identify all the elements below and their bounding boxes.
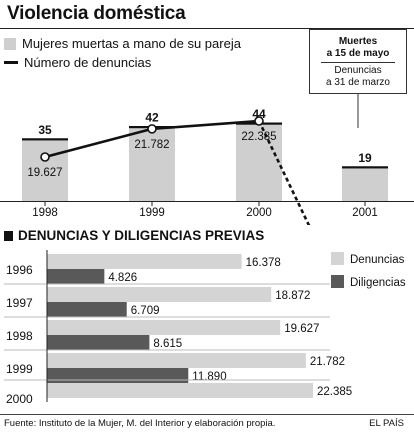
chart-deaths-complaints: 35199842199944200019200119.62721.78222.3… <box>0 94 414 225</box>
bar-value-label-1998: 35 <box>38 123 52 137</box>
source-note: Fuente: Instituto de la Mujer, M. del In… <box>4 418 276 429</box>
denuncias-value-label-2000: 22.385 <box>317 386 352 398</box>
section2-square-icon <box>4 230 13 241</box>
y-label-2000: 2000 <box>6 392 33 406</box>
diligencias-value-label-1999: 11.890 <box>192 371 226 383</box>
complaints-point-1998 <box>40 152 50 162</box>
legend-bars-entry: Mujeres muertas a mano de su pareja <box>4 36 241 51</box>
bar-deaths-2001 <box>342 167 388 201</box>
note-deaths-date: a 15 de mayo <box>326 48 390 59</box>
bar-denuncias-1999 <box>47 353 306 368</box>
bar-diligencias-1999 <box>47 368 189 383</box>
complaints-value-label-1999: 21.782 <box>134 139 169 151</box>
legend-line-entry: Número de denuncias <box>4 55 151 70</box>
y-label-1999: 1999 <box>6 362 33 376</box>
title-divider <box>0 28 414 29</box>
legend-denuncias-swatch <box>331 252 344 265</box>
x-tick-label-2000: 2000 <box>246 207 272 219</box>
bar-diligencias-1996 <box>47 269 105 284</box>
bar-deaths-1999 <box>129 127 175 201</box>
y-label-1998: 1998 <box>6 329 33 343</box>
bar-value-label-2001: 19 <box>358 151 372 165</box>
section2-title: DENUNCIAS Y DILIGENCIAS PREVIAS <box>4 228 264 243</box>
bar-cap-2001 <box>342 166 388 169</box>
footer-divider <box>0 414 414 415</box>
bar-deaths-2000 <box>236 124 282 201</box>
denuncias-value-label-1999: 21.782 <box>310 356 345 368</box>
denuncias-value-label-1997: 18.872 <box>275 290 310 302</box>
bar-denuncias-2000 <box>47 383 313 398</box>
complaints-line-segment-1 <box>151 119 260 131</box>
note-complaints-date: a 31 de marzo <box>326 77 390 88</box>
complaints-value-label-2000: 22.385 <box>241 131 276 143</box>
note-deaths-label: Muertes <box>338 36 378 47</box>
section2-title-text: DENUNCIAS Y DILIGENCIAS PREVIAS <box>18 228 265 243</box>
bar-denuncias-1996 <box>47 254 242 269</box>
bar-deaths-1998 <box>22 139 68 201</box>
chart-title: Violencia doméstica <box>7 3 186 24</box>
complaints-line-segment-0 <box>44 127 153 159</box>
legend-denuncias-label: Denuncias <box>350 254 405 266</box>
bar-value-label-1999: 42 <box>145 111 159 125</box>
x-tick-label-2001: 2001 <box>352 207 378 219</box>
legend-line-swatch <box>4 61 18 64</box>
bar-diligencias-1997 <box>47 302 127 317</box>
diligencias-value-label-1996: 4.826 <box>108 272 137 284</box>
complaints-point-1999 <box>147 124 157 134</box>
bar-denuncias-1997 <box>47 287 272 302</box>
legend-diligencias-label: Diligencias <box>350 277 406 289</box>
denuncias-value-label-1998: 19.627 <box>284 323 319 335</box>
legend-bar-swatch <box>4 37 16 50</box>
complaints-point-2000 <box>254 116 264 126</box>
legend-diligencias-swatch <box>331 275 344 288</box>
x-tick-label-1999: 1999 <box>139 207 165 219</box>
y-label-1997: 1997 <box>6 296 33 310</box>
bar-denuncias-1998 <box>47 320 281 335</box>
note-box: Muertes a 15 de mayo Denuncias a 31 de m… <box>309 29 407 94</box>
complaints-value-label-1998: 19.627 <box>27 167 62 179</box>
credit: EL PAÍS <box>369 418 404 429</box>
denuncias-value-label-1996: 16.378 <box>246 257 281 269</box>
diligencias-value-label-1997: 6.709 <box>131 305 160 317</box>
legend-bars-label: Mujeres muertas a mano de su pareja <box>22 36 241 51</box>
x-tick-label-1998: 1998 <box>32 207 58 219</box>
y-label-1996: 1996 <box>6 263 33 277</box>
bar-diligencias-1998 <box>47 335 150 350</box>
legend-line-label: Número de denuncias <box>24 55 152 70</box>
diligencias-value-label-1998: 8.615 <box>153 338 182 350</box>
bar-cap-1998 <box>22 138 68 141</box>
note-complaints-label: Denuncias <box>334 65 382 76</box>
note-separator <box>321 62 395 63</box>
